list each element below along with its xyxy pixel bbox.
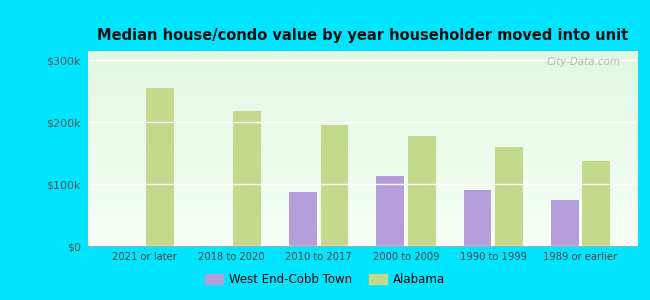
Legend: West End-Cobb Town, Alabama: West End-Cobb Town, Alabama <box>200 269 450 291</box>
Bar <box>146 88 174 246</box>
Bar <box>233 111 261 246</box>
Bar <box>320 125 348 246</box>
Title: Median house/condo value by year householder moved into unit: Median house/condo value by year househo… <box>97 28 628 43</box>
Bar <box>582 160 610 246</box>
Bar <box>289 191 317 246</box>
Bar <box>376 176 404 246</box>
Bar <box>551 200 578 246</box>
Bar <box>495 147 523 246</box>
Bar <box>463 190 491 246</box>
Bar <box>408 136 436 246</box>
Text: City-Data.com: City-Data.com <box>547 57 621 67</box>
